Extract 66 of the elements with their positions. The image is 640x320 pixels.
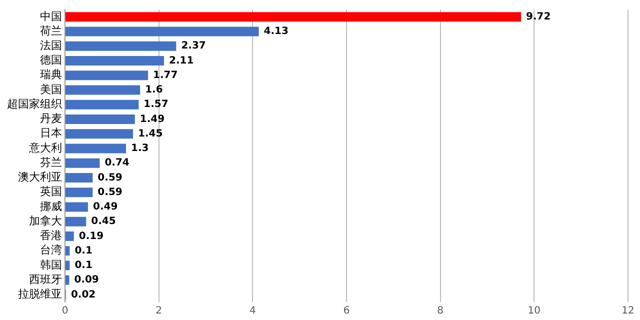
data-label: 1.77 xyxy=(153,70,178,81)
data-label: 1.6 xyxy=(145,84,163,96)
y-tick-label: 德国 xyxy=(40,54,62,67)
y-tick-label: 法国 xyxy=(40,39,62,52)
bar xyxy=(66,85,140,95)
bar xyxy=(66,12,522,22)
y-tick-label: 挪威 xyxy=(40,200,62,213)
bar xyxy=(66,246,70,256)
y-tick-label: 丹麦 xyxy=(40,112,62,126)
bar xyxy=(66,100,139,110)
bar xyxy=(66,202,88,212)
data-label: 1.49 xyxy=(140,114,165,125)
x-tick-label: 2 xyxy=(156,306,162,317)
y-tick-label: 日本 xyxy=(40,126,62,140)
bar xyxy=(66,172,93,182)
y-tick-label: 香港 xyxy=(40,229,62,242)
data-label: 1.57 xyxy=(144,99,168,110)
data-label: 0.49 xyxy=(92,202,118,213)
data-label: 2.11 xyxy=(168,55,194,66)
x-tick-label: 0 xyxy=(62,306,68,317)
y-tick-label: 韩国 xyxy=(40,258,62,272)
data-label: 0.02 xyxy=(70,289,96,300)
bar xyxy=(66,188,93,198)
bar xyxy=(66,260,70,270)
y-tick-label: 澳大利亚 xyxy=(18,170,62,184)
x-tick-label: 6 xyxy=(343,306,350,317)
bar xyxy=(66,158,100,168)
data-label: 0.1 xyxy=(74,245,92,256)
y-tick-label: 英国 xyxy=(40,185,62,198)
data-label: 0.59 xyxy=(98,172,122,184)
x-tick-label: 10 xyxy=(528,306,541,317)
data-label: 2.37 xyxy=(181,40,206,52)
y-tick-label: 加拿大 xyxy=(29,214,62,228)
data-label: 0.59 xyxy=(98,186,122,198)
y-tick-label: 美国 xyxy=(40,82,62,96)
y-tick-label: 拉脱维亚 xyxy=(18,288,62,301)
bar xyxy=(66,129,134,139)
data-label: 0.19 xyxy=(78,230,104,242)
data-label: 0.09 xyxy=(74,274,99,286)
bar xyxy=(66,70,148,80)
bar xyxy=(66,275,70,285)
data-label: 9.72 xyxy=(526,12,551,23)
y-tick-label: 台湾 xyxy=(40,244,62,257)
bar xyxy=(66,26,259,36)
y-tick-label: 超国家组织 xyxy=(7,97,62,110)
y-tick-label: 中国 xyxy=(40,10,62,23)
x-tick-label: 12 xyxy=(622,306,634,317)
x-tick-label: 8 xyxy=(437,306,444,317)
bar xyxy=(66,231,74,241)
bar xyxy=(66,41,176,51)
data-label: 1.45 xyxy=(138,128,163,140)
y-tick-label: 荷兰 xyxy=(40,24,62,38)
data-label: 4.13 xyxy=(264,26,288,38)
data-label: 1.3 xyxy=(130,143,149,154)
bar xyxy=(66,114,135,124)
bar xyxy=(66,56,164,66)
y-tick-label: 意大利 xyxy=(28,141,62,154)
bar xyxy=(66,144,126,154)
data-label: 0.74 xyxy=(104,158,130,169)
y-tick-label: 芬兰 xyxy=(40,156,62,169)
data-label: 0.1 xyxy=(74,260,92,272)
y-tick-label: 西班牙 xyxy=(29,272,62,286)
x-tick-label: 4 xyxy=(249,306,256,317)
bar xyxy=(66,216,86,226)
y-tick-label: 瑞典 xyxy=(40,68,62,82)
data-label: 0.45 xyxy=(91,216,116,228)
